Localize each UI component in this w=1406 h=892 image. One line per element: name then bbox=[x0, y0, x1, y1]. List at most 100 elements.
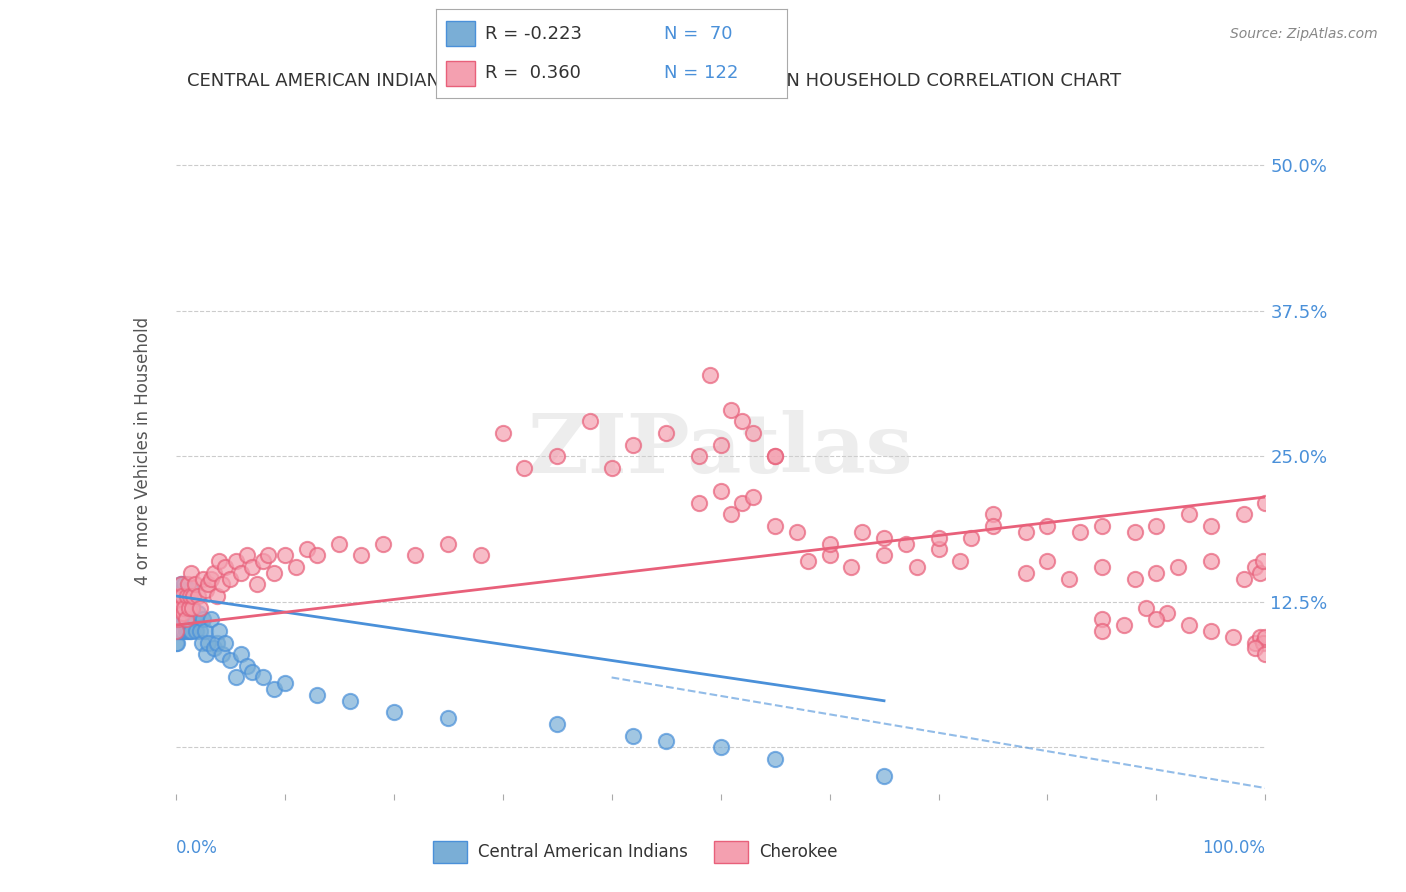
Point bbox=[1091, 624, 1114, 638]
Point bbox=[1057, 572, 1080, 586]
Point bbox=[205, 589, 228, 603]
Point bbox=[720, 402, 742, 417]
Text: N = 122: N = 122 bbox=[665, 64, 738, 82]
Point bbox=[981, 519, 1004, 533]
Text: CENTRAL AMERICAN INDIAN VS CHEROKEE 4 OR MORE VEHICLES IN HOUSEHOLD CORRELATION : CENTRAL AMERICAN INDIAN VS CHEROKEE 4 OR… bbox=[187, 72, 1121, 90]
Point bbox=[170, 589, 193, 603]
Point bbox=[167, 607, 190, 621]
Point bbox=[180, 583, 202, 598]
Point bbox=[295, 542, 318, 557]
Point bbox=[188, 600, 211, 615]
Point bbox=[176, 589, 198, 603]
Point bbox=[167, 612, 190, 626]
Point bbox=[1232, 572, 1256, 586]
Point bbox=[873, 531, 896, 545]
Point bbox=[214, 560, 236, 574]
Point bbox=[179, 589, 201, 603]
Point bbox=[211, 577, 233, 591]
Point bbox=[905, 560, 928, 574]
Point bbox=[240, 560, 263, 574]
Point bbox=[928, 531, 950, 545]
Point bbox=[167, 612, 190, 626]
Point bbox=[167, 589, 190, 603]
Point bbox=[166, 612, 188, 626]
Point bbox=[191, 635, 214, 649]
Point bbox=[167, 624, 190, 638]
Point bbox=[818, 548, 841, 562]
Point bbox=[1091, 612, 1114, 626]
Point bbox=[177, 600, 200, 615]
Point bbox=[1144, 566, 1167, 580]
Point bbox=[170, 624, 193, 638]
Point bbox=[1251, 554, 1274, 568]
Point bbox=[1091, 519, 1114, 533]
Text: N =  70: N = 70 bbox=[665, 25, 733, 43]
Point bbox=[339, 694, 361, 708]
Point bbox=[851, 524, 873, 539]
Point bbox=[600, 461, 623, 475]
Point bbox=[181, 589, 204, 603]
Point bbox=[177, 624, 200, 638]
Point bbox=[1144, 612, 1167, 626]
Point bbox=[1254, 496, 1277, 510]
Point bbox=[307, 548, 329, 562]
Point bbox=[1112, 618, 1135, 632]
Point bbox=[873, 769, 896, 783]
Y-axis label: 4 or more Vehicles in Household: 4 or more Vehicles in Household bbox=[134, 317, 152, 584]
Point bbox=[184, 612, 207, 626]
Point bbox=[252, 554, 274, 568]
Point bbox=[208, 624, 231, 638]
Point bbox=[167, 589, 190, 603]
Point bbox=[184, 577, 207, 591]
Point bbox=[350, 548, 373, 562]
Point bbox=[1243, 635, 1265, 649]
Point bbox=[1178, 618, 1201, 632]
Point bbox=[742, 490, 765, 504]
Point bbox=[818, 536, 841, 550]
Point bbox=[211, 647, 233, 661]
Point bbox=[1243, 641, 1265, 656]
Point bbox=[180, 624, 202, 638]
Point bbox=[371, 536, 394, 550]
Point bbox=[174, 589, 197, 603]
Point bbox=[437, 536, 460, 550]
Point bbox=[1036, 519, 1059, 533]
Point bbox=[688, 496, 710, 510]
Point bbox=[688, 450, 710, 464]
Point bbox=[231, 647, 253, 661]
Point bbox=[763, 519, 786, 533]
Text: Central American Indians: Central American Indians bbox=[478, 843, 688, 861]
Point bbox=[257, 548, 280, 562]
Point bbox=[166, 600, 188, 615]
Text: R =  0.360: R = 0.360 bbox=[485, 64, 581, 82]
FancyBboxPatch shape bbox=[447, 61, 475, 86]
Point bbox=[1222, 630, 1244, 644]
Point bbox=[328, 536, 350, 550]
Point bbox=[191, 612, 214, 626]
Point bbox=[172, 583, 194, 598]
Point bbox=[1156, 607, 1178, 621]
Point bbox=[742, 425, 765, 440]
Point bbox=[181, 600, 204, 615]
Point bbox=[579, 414, 602, 428]
Point bbox=[219, 572, 242, 586]
Text: Source: ZipAtlas.com: Source: ZipAtlas.com bbox=[1230, 27, 1378, 41]
Point bbox=[382, 706, 405, 720]
Point bbox=[655, 734, 678, 748]
Point bbox=[172, 607, 194, 621]
Point bbox=[167, 612, 190, 626]
Point bbox=[1135, 600, 1157, 615]
Point bbox=[731, 496, 754, 510]
Point bbox=[170, 577, 193, 591]
Point bbox=[1199, 624, 1222, 638]
Point bbox=[949, 554, 972, 568]
Point bbox=[181, 589, 204, 603]
Point bbox=[202, 566, 225, 580]
Point bbox=[621, 437, 644, 451]
Point bbox=[176, 583, 198, 598]
Point bbox=[1015, 524, 1038, 539]
Point bbox=[621, 729, 644, 743]
Point bbox=[546, 717, 568, 731]
Point bbox=[225, 554, 247, 568]
Point bbox=[928, 542, 950, 557]
